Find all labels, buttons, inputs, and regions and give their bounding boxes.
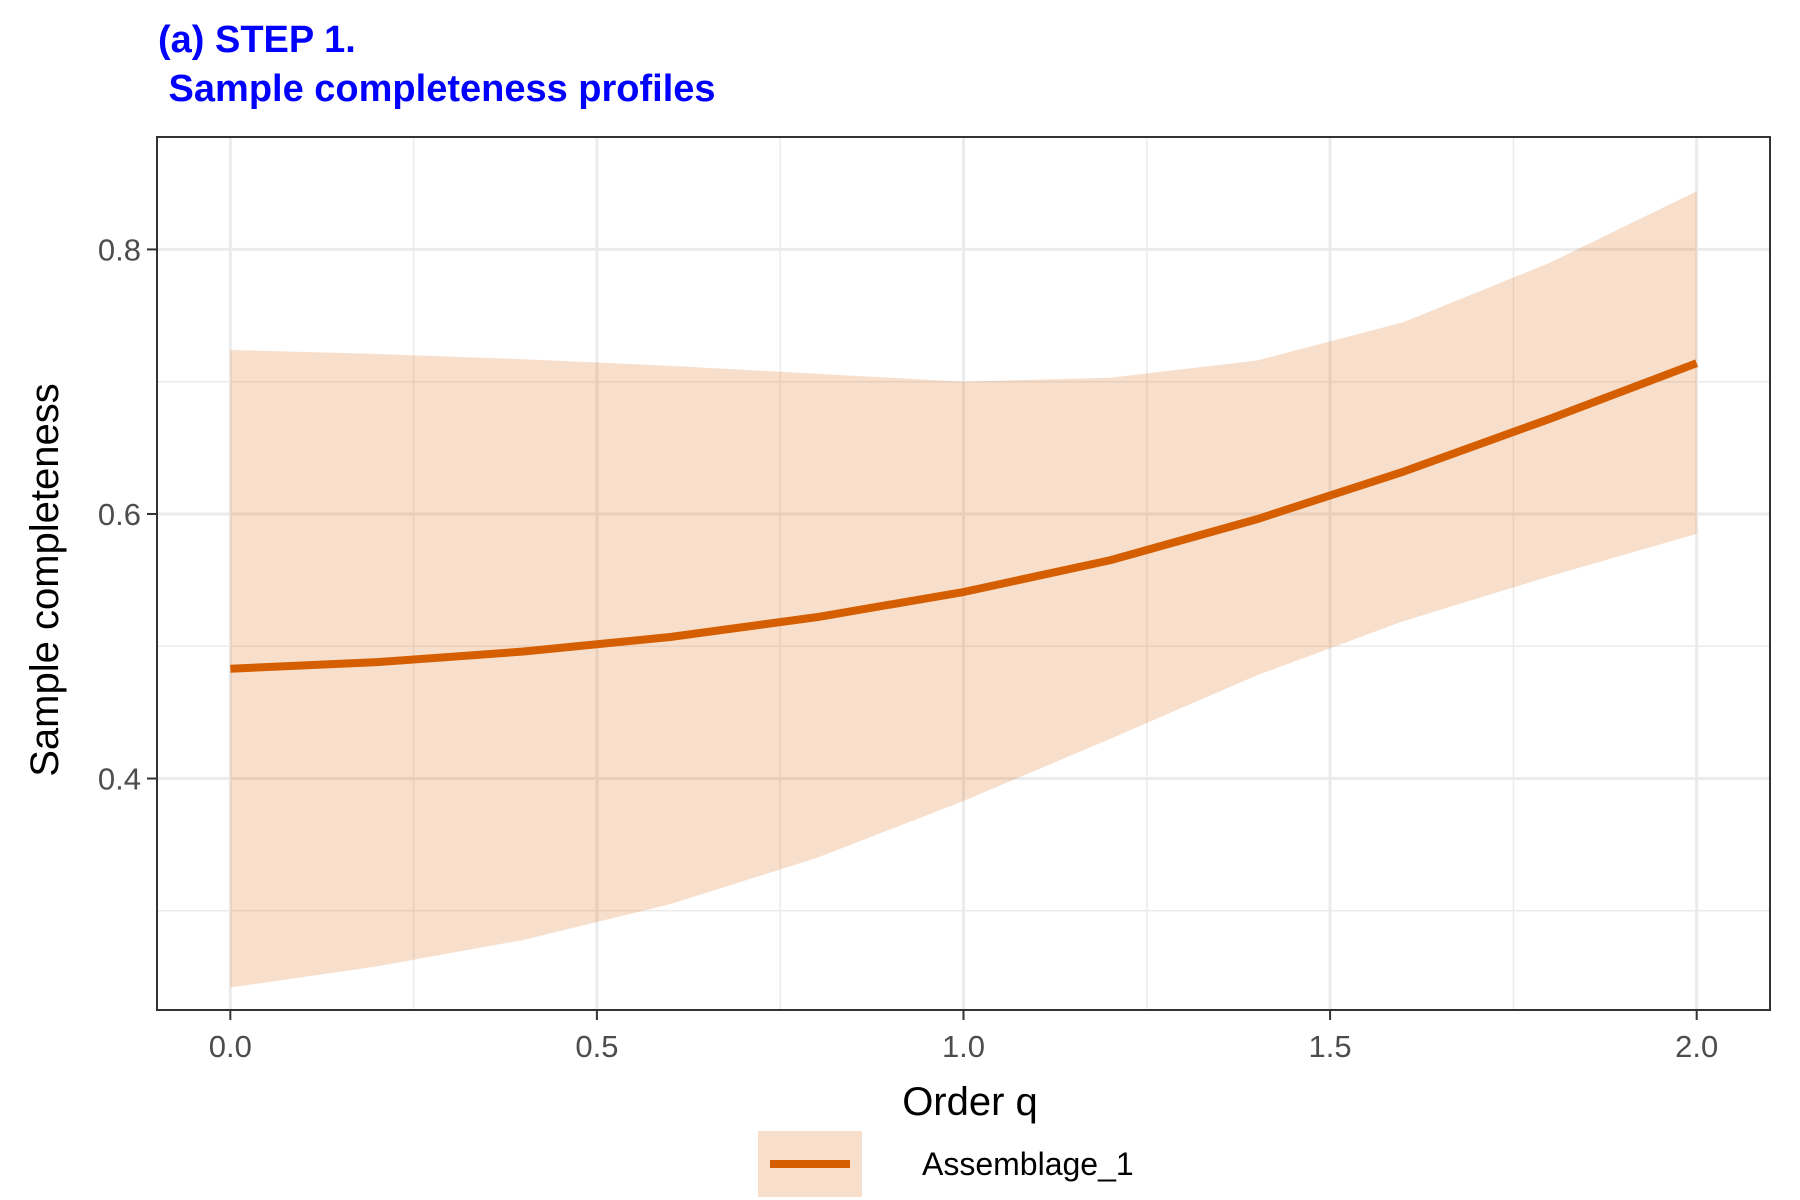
y-tick-label: 0.8 (98, 232, 141, 267)
chart-subtitle: Sample completeness profiles (158, 68, 716, 110)
x-axis-title: Order q (902, 1080, 1038, 1124)
x-tick-label: 2.0 (1675, 1029, 1718, 1064)
legend-key-1 (758, 1131, 862, 1197)
x-tick-label: 1.5 (1309, 1029, 1352, 1064)
legend: Assemblage_1 (758, 1131, 1134, 1197)
y-tick-label: 0.4 (98, 762, 141, 797)
x-axis: 0.0 0.5 1.0 1.5 2.0 (209, 1010, 1718, 1064)
chart-title: (a) STEP 1. (158, 19, 356, 61)
y-tick-label: 0.6 (98, 497, 141, 532)
x-tick-label: 1.0 (942, 1029, 985, 1064)
grid (157, 137, 1770, 1010)
y-axis-title: Sample completeness (23, 383, 67, 777)
x-tick-label: 0.5 (575, 1029, 618, 1064)
series-line-layer (230, 359, 1699, 673)
x-tick-label: 0.0 (209, 1029, 252, 1064)
y-axis: 0.4 0.6 0.8 (98, 232, 157, 797)
plot-area (156, 136, 1771, 1011)
legend-label-1: Assemblage_1 (922, 1146, 1134, 1182)
series-line-1 (230, 359, 1699, 673)
